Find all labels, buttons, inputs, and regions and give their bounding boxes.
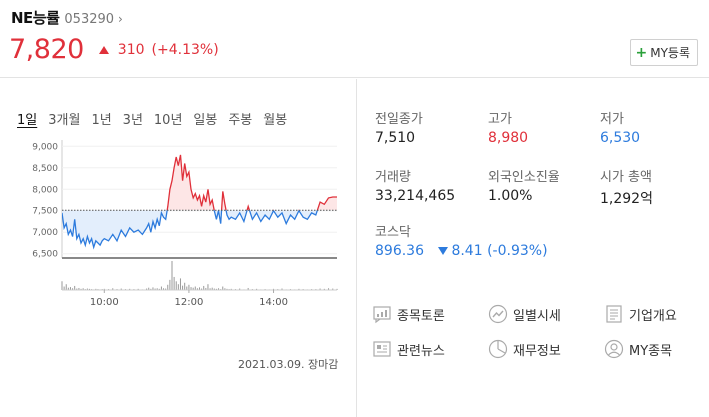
volume-bars: [61, 261, 338, 291]
stock-header: NE능률 053290 › 7,820 310 (+4.13%) + MY등록: [0, 0, 709, 78]
tab-10year[interactable]: 10년: [153, 113, 183, 128]
chart-fills: [62, 154, 337, 248]
stat-kosdaq-index: 코스닥 896.36 8.41 (-0.93%): [375, 221, 625, 259]
news-icon: [373, 341, 391, 357]
stat-high: 고가 8,980: [488, 108, 603, 146]
price-line-up: [166, 154, 337, 211]
stat-value: 1,292억: [600, 191, 653, 207]
document-icon: [606, 305, 622, 323]
link-label: MY종목: [629, 343, 673, 359]
my-register-button[interactable]: + MY등록: [629, 39, 698, 66]
stat-value-row: 896.36 8.41 (-0.93%): [375, 243, 625, 259]
stat-market-cap: 시가 총액 1,292억: [600, 166, 709, 208]
stock-code: 053290: [64, 12, 115, 27]
x-tick-label: 14:00: [259, 297, 288, 308]
chevron-right-icon: ›: [118, 12, 123, 26]
price-line-down: [62, 210, 319, 250]
period-tabs: 1일 3개월 1년 3년 10년 일봉 주봉 월봉: [17, 109, 298, 128]
stat-label: 시가 총액: [600, 170, 652, 185]
chart-timestamp: 2021.03.09. 장마감: [238, 358, 339, 371]
tab-daily-candle[interactable]: 일봉: [193, 113, 218, 128]
link-daily-price[interactable]: 일별시세: [488, 304, 561, 324]
index-change-group: 8.41 (-0.93%): [438, 243, 548, 259]
tab-3year[interactable]: 3년: [122, 113, 143, 128]
link-label: 종목토론: [397, 308, 445, 324]
y-tick-label: 7,500: [32, 207, 58, 217]
stat-value: 8,980: [488, 130, 529, 146]
link-label: 관련뉴스: [397, 343, 445, 359]
x-axis: 10:00 12:00 14:00: [90, 290, 288, 308]
current-price: 7,820: [9, 34, 84, 65]
stat-label: 고가: [488, 112, 512, 127]
stat-low: 저가 6,530: [600, 108, 709, 146]
triangle-up-icon: [98, 45, 109, 54]
tab-monthly-candle[interactable]: 월봉: [263, 113, 288, 128]
index-value: 896.36: [375, 243, 424, 259]
y-tick-label: 7,000: [32, 228, 58, 238]
y-tick-label: 9,000: [32, 142, 58, 152]
stock-title-link[interactable]: NE능률 053290 ›: [11, 7, 123, 28]
link-discussion[interactable]: 종목토론: [372, 304, 445, 324]
panel-divider: [356, 79, 357, 417]
link-related-news[interactable]: 관련뉴스: [372, 339, 445, 359]
tab-1year[interactable]: 1년: [91, 113, 112, 128]
stock-name: NE능률: [11, 9, 60, 27]
triangle-down-icon: [438, 247, 449, 255]
stat-prev-close: 전일종가 7,510: [375, 108, 490, 146]
stat-foreign-ratio: 외국인소진율 1.00%: [488, 166, 603, 204]
price-line: [62, 154, 337, 250]
stat-label: 저가: [600, 112, 624, 127]
index-change: 8.41 (-0.93%): [451, 243, 548, 259]
plus-icon: +: [635, 44, 648, 61]
y-tick-label: 8,000: [32, 185, 58, 195]
link-company-overview[interactable]: 기업개요: [604, 304, 677, 324]
tab-3month[interactable]: 3개월: [48, 113, 81, 128]
pie-chart-icon: [488, 339, 508, 359]
link-financial-info[interactable]: 재무정보: [488, 339, 561, 359]
intraday-chart[interactable]: 9,000 8,500 8,000 7,500 7,000 6,500 10:00 12:0…: [0, 135, 345, 315]
stat-value: 7,510: [375, 130, 416, 146]
stat-value: 1.00%: [488, 188, 533, 204]
stat-label: 거래량: [375, 170, 411, 185]
x-tick-label: 12:00: [175, 297, 204, 308]
link-my-stocks[interactable]: MY종목: [604, 339, 672, 359]
stat-volume: 거래량 33,214,465: [375, 166, 490, 204]
price-row: 7,820 310 (+4.13%): [9, 34, 219, 65]
trend-icon: [488, 304, 508, 324]
price-change: 310: [117, 41, 145, 58]
link-label: 기업개요: [629, 308, 677, 324]
stat-value: 33,214,465: [375, 188, 456, 204]
link-label: 일별시세: [513, 308, 561, 324]
stat-label: 전일종가: [375, 112, 423, 127]
discussion-icon: [373, 306, 391, 324]
tab-weekly-candle[interactable]: 주봉: [228, 113, 253, 128]
y-tick-label: 8,500: [32, 164, 58, 174]
price-change-percent: (+4.13%): [151, 41, 219, 58]
stat-value: 6,530: [600, 130, 641, 146]
stat-label: 코스닥: [375, 225, 411, 240]
x-tick-label: 10:00: [90, 297, 119, 308]
my-register-label: MY등록: [650, 46, 690, 60]
link-label: 재무정보: [513, 343, 561, 359]
down-fill-area: [62, 210, 337, 248]
y-axis: 9,000 8,500 8,000 7,500 7,000 6,500: [32, 142, 58, 259]
stat-label: 외국인소진율: [488, 170, 560, 185]
tab-1day[interactable]: 1일: [17, 113, 38, 128]
user-icon: [604, 339, 624, 359]
up-fill-area: [62, 154, 337, 211]
y-tick-label: 6,500: [32, 250, 58, 260]
